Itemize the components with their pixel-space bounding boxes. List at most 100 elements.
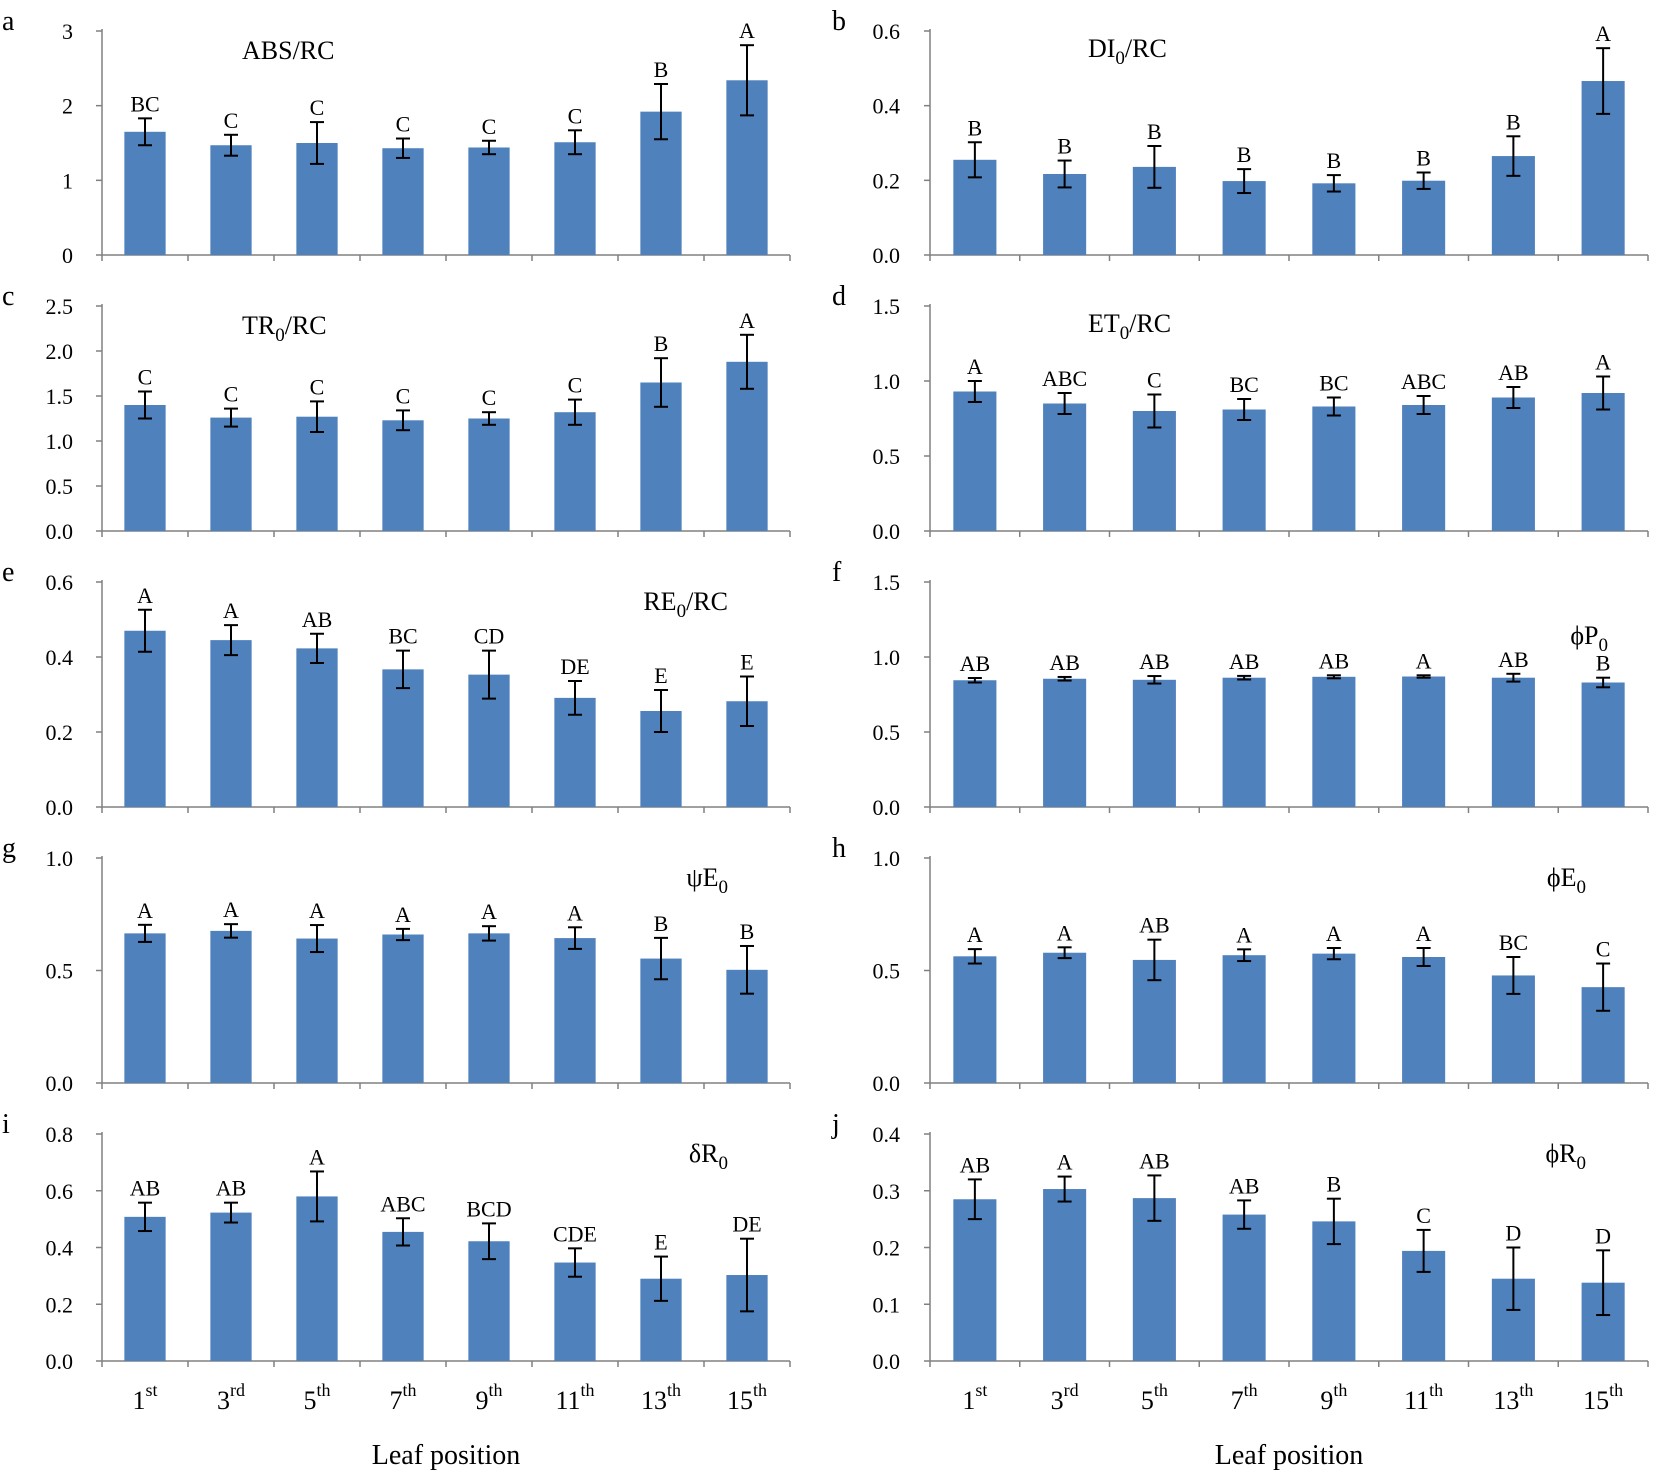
category-ordinal: th: [1519, 1380, 1533, 1400]
significance-letter: C: [224, 108, 239, 133]
significance-letter: DE: [560, 654, 589, 679]
category-label: 1st: [132, 1380, 157, 1415]
panel-title-suffix: /RC: [1125, 34, 1167, 63]
significance-letter: AB: [1139, 1148, 1170, 1173]
category-ordinal: th: [488, 1380, 502, 1400]
panel-c: c 0.0 0.5 1.0 1.5 2.0 2.5 C C C C C C B A TR0/RC: [2, 281, 791, 544]
category-number: 11: [555, 1386, 580, 1415]
significance-letter: AB: [1498, 647, 1529, 672]
bar: [210, 640, 252, 807]
panel-title-subscript: 0: [677, 601, 687, 622]
panel-letter: g: [2, 833, 16, 864]
significance-letter: AB: [1139, 649, 1170, 674]
category-ordinal: th: [316, 1380, 330, 1400]
panel-e: e 0.0 0.2 0.4 0.6 A A AB BC CD DE E E RE0/RC: [2, 557, 791, 820]
bar: [1402, 957, 1446, 1083]
significance-letter: C: [568, 103, 583, 128]
bar: [296, 1196, 338, 1361]
bar: [554, 142, 596, 255]
panel-title-main: ϕR: [1545, 1139, 1577, 1168]
significance-letter: ABC: [1042, 366, 1087, 391]
panel-title: ϕR0: [1545, 1139, 1586, 1174]
bar: [296, 648, 338, 807]
bar: [1581, 682, 1625, 807]
category-ordinal: st: [975, 1380, 987, 1400]
bar: [1312, 406, 1356, 531]
significance-letter: A: [309, 1144, 325, 1169]
significance-letter: A: [137, 583, 153, 608]
significance-letter: C: [310, 95, 325, 120]
category-ordinal: th: [1333, 1380, 1347, 1400]
significance-letter: A: [223, 598, 239, 623]
panel-a: a 0 1 2 3 BC C C C C C B A ABS/RC: [2, 6, 791, 268]
y-tick-label: 1.5: [873, 570, 901, 595]
category-number: 1: [132, 1386, 145, 1415]
panel-title-subscript: 0: [1115, 48, 1125, 69]
y-tick-label: 0.5: [873, 720, 901, 745]
panel-title: δR0: [689, 1139, 728, 1174]
category-label: 13th: [641, 1380, 681, 1415]
significance-letter: B: [1506, 109, 1521, 134]
significance-letter: B: [1327, 148, 1342, 173]
bar: [124, 630, 166, 807]
bar: [382, 420, 424, 531]
y-tick-label: 0.0: [873, 243, 901, 268]
bar: [953, 1199, 997, 1361]
significance-letter: E: [740, 650, 753, 675]
significance-letter: A: [567, 900, 583, 925]
bar: [1312, 676, 1356, 807]
significance-letter: AB: [302, 607, 333, 632]
bar: [296, 938, 338, 1083]
bar: [468, 147, 510, 255]
category-number: 7: [389, 1386, 402, 1415]
bar: [382, 669, 424, 807]
y-tick-label: 0.4: [46, 1236, 74, 1261]
significance-letter: C: [482, 114, 497, 139]
category-label: 9th: [475, 1380, 502, 1415]
significance-letter: A: [1595, 350, 1611, 375]
bar: [1132, 679, 1176, 807]
significance-letter: ABC: [1401, 369, 1446, 394]
y-tick-label: 0.4: [873, 94, 901, 119]
significance-letter: A: [1057, 920, 1073, 945]
significance-letter: B: [654, 331, 669, 356]
panel-title-main: ϕE: [1547, 863, 1577, 892]
bar: [468, 933, 510, 1083]
panel-title-main: RE: [643, 587, 676, 616]
panel-letter: j: [831, 1109, 840, 1140]
y-tick-label: 0.8: [46, 1122, 74, 1147]
significance-letter: A: [1057, 1150, 1073, 1175]
category-label: 11th: [1404, 1380, 1443, 1415]
bar: [554, 1262, 596, 1361]
significance-letter: C: [568, 373, 583, 398]
significance-letter: B: [1327, 1172, 1342, 1197]
panel-title: TR0/RC: [242, 311, 327, 346]
significance-letter: B: [1057, 134, 1072, 159]
panel-letter: e: [2, 557, 14, 588]
category-ordinal: th: [1609, 1380, 1623, 1400]
panel-title-subscript: 0: [1577, 1153, 1587, 1174]
significance-letter: A: [1236, 922, 1252, 947]
panel-title: ϕP0: [1570, 621, 1608, 656]
y-tick-label: 0.6: [46, 1179, 74, 1204]
significance-letter: C: [396, 383, 411, 408]
panel-title-main: δR: [689, 1139, 719, 1168]
panel-title-suffix: /RC: [285, 311, 327, 340]
bar: [124, 1216, 166, 1361]
category-ordinal: th: [1244, 1380, 1258, 1400]
panel-letter: d: [832, 281, 846, 312]
category-label: 9th: [1320, 1380, 1347, 1415]
category-ordinal: rd: [1064, 1380, 1079, 1400]
significance-letter: AB: [1049, 650, 1080, 675]
panel-title-suffix: /RC: [1129, 309, 1171, 338]
panel-letter: b: [832, 6, 846, 37]
panel-title: ψE0: [686, 863, 728, 898]
y-tick-label: 0.0: [873, 519, 901, 544]
category-ordinal: th: [581, 1380, 595, 1400]
significance-letter: C: [224, 382, 239, 407]
y-tick-label: 0.2: [46, 720, 74, 745]
significance-letter: A: [395, 902, 411, 927]
